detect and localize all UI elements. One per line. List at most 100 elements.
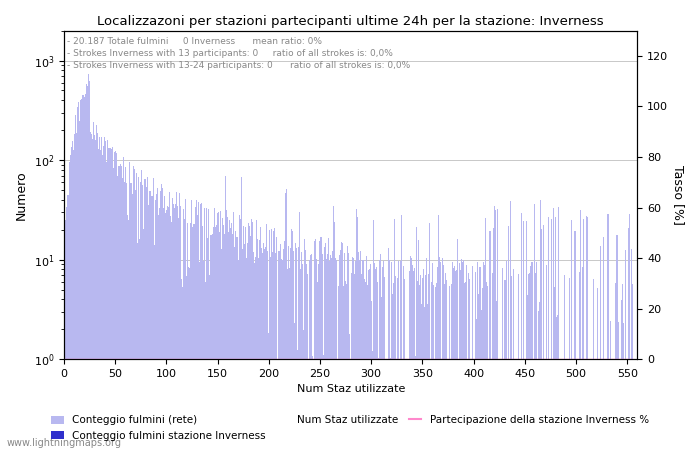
- Bar: [590, 359, 591, 450]
- Bar: [195, 200, 197, 450]
- Bar: [128, 220, 129, 450]
- Bar: [155, 194, 157, 450]
- Bar: [338, 286, 339, 450]
- Bar: [401, 215, 402, 450]
- Bar: [301, 252, 302, 450]
- Bar: [259, 240, 260, 450]
- Bar: [389, 260, 390, 450]
- Bar: [171, 222, 172, 450]
- Bar: [316, 259, 317, 450]
- Bar: [348, 253, 349, 450]
- Bar: [77, 107, 78, 450]
- Bar: [214, 208, 215, 450]
- Bar: [159, 208, 160, 450]
- Bar: [442, 258, 443, 450]
- Bar: [570, 359, 571, 450]
- Bar: [255, 257, 256, 450]
- Bar: [286, 189, 287, 450]
- Bar: [549, 359, 550, 450]
- Bar: [330, 258, 332, 450]
- Bar: [603, 237, 604, 450]
- Bar: [104, 137, 106, 450]
- Bar: [172, 198, 173, 450]
- Bar: [219, 232, 220, 450]
- Bar: [461, 259, 462, 450]
- Bar: [392, 294, 393, 450]
- Partecipazione della stazione Inverness %: [61, 356, 69, 362]
- Bar: [464, 283, 465, 450]
- Bar: [139, 238, 140, 450]
- Bar: [300, 269, 301, 450]
- Bar: [441, 359, 442, 450]
- Bar: [477, 261, 478, 450]
- Bar: [263, 243, 264, 450]
- Bar: [296, 248, 297, 450]
- Partecipazione della stazione Inverness %: [174, 356, 182, 362]
- Bar: [466, 265, 467, 450]
- Bar: [571, 220, 573, 450]
- Bar: [552, 359, 553, 450]
- Bar: [391, 261, 392, 450]
- Bar: [310, 255, 312, 450]
- Bar: [332, 206, 334, 450]
- Bar: [212, 234, 213, 450]
- Bar: [369, 269, 370, 450]
- Bar: [160, 192, 161, 450]
- Bar: [292, 230, 293, 450]
- Bar: [540, 229, 542, 450]
- Bar: [447, 359, 449, 450]
- Bar: [374, 269, 376, 450]
- Bar: [134, 169, 135, 450]
- Bar: [382, 267, 383, 450]
- Bar: [211, 235, 212, 450]
- Bar: [142, 184, 144, 450]
- Bar: [403, 266, 405, 450]
- Bar: [73, 150, 74, 450]
- Bar: [125, 167, 126, 450]
- Bar: [423, 269, 424, 450]
- Bar: [606, 359, 608, 450]
- Bar: [119, 166, 120, 450]
- Bar: [484, 265, 485, 450]
- Bar: [420, 275, 421, 450]
- Bar: [246, 243, 248, 450]
- Bar: [226, 210, 228, 450]
- Partecipazione della stazione Inverness %: [628, 356, 636, 362]
- Bar: [458, 263, 460, 450]
- Bar: [376, 267, 377, 450]
- Bar: [463, 260, 464, 450]
- Bar: [293, 251, 294, 450]
- Bar: [290, 230, 292, 450]
- Bar: [82, 94, 83, 450]
- Title: Localizzazoni per stazioni partecipanti ultime 24h per la stazione: Inverness: Localizzazoni per stazioni partecipanti …: [97, 15, 604, 28]
- Bar: [173, 204, 174, 450]
- Bar: [281, 260, 283, 450]
- Bar: [167, 206, 168, 450]
- Bar: [613, 359, 615, 450]
- Bar: [449, 359, 451, 450]
- Bar: [615, 284, 617, 450]
- Bar: [413, 271, 414, 450]
- Bar: [512, 359, 513, 450]
- Bar: [343, 286, 344, 450]
- Bar: [452, 262, 453, 450]
- Bar: [122, 157, 124, 450]
- Bar: [379, 260, 380, 450]
- Bar: [602, 359, 603, 450]
- Bar: [193, 224, 195, 450]
- Bar: [573, 359, 575, 450]
- Bar: [630, 359, 631, 450]
- Bar: [620, 359, 621, 450]
- Partecipazione della stazione Inverness %: [196, 356, 204, 362]
- Bar: [162, 188, 163, 450]
- Bar: [469, 279, 470, 450]
- Bar: [516, 359, 517, 450]
- Bar: [279, 244, 281, 450]
- Bar: [380, 255, 381, 450]
- Bar: [386, 359, 387, 450]
- Bar: [133, 166, 134, 450]
- Bar: [582, 219, 584, 450]
- Bar: [161, 184, 162, 450]
- Bar: [129, 162, 130, 450]
- Bar: [137, 243, 138, 450]
